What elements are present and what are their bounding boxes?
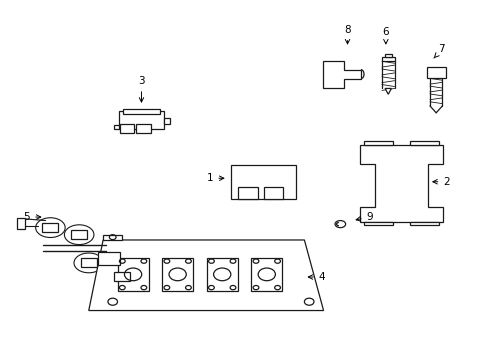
Polygon shape: [322, 60, 360, 88]
Bar: [17, 218, 25, 229]
Bar: [136, 124, 150, 133]
Bar: [206, 258, 237, 291]
Bar: [381, 57, 394, 61]
Bar: [81, 258, 97, 267]
Text: 3: 3: [138, 76, 144, 102]
Polygon shape: [385, 89, 390, 94]
Bar: [231, 165, 295, 199]
Text: 5: 5: [23, 212, 41, 222]
Bar: [119, 111, 163, 129]
Bar: [117, 258, 148, 291]
Bar: [162, 258, 193, 291]
Bar: [71, 230, 87, 239]
Polygon shape: [359, 145, 443, 222]
Polygon shape: [89, 240, 323, 311]
Bar: [409, 141, 438, 145]
Bar: [123, 109, 159, 114]
Text: 7: 7: [433, 45, 444, 58]
Text: 9: 9: [355, 212, 372, 222]
Text: 4: 4: [307, 272, 325, 282]
Bar: [409, 222, 438, 225]
Text: 1: 1: [206, 173, 224, 183]
Bar: [42, 223, 59, 231]
Bar: [114, 272, 130, 281]
Text: 8: 8: [344, 25, 350, 44]
Bar: [251, 258, 282, 291]
Bar: [98, 252, 120, 265]
Bar: [120, 124, 134, 133]
Bar: [363, 141, 392, 145]
Bar: [384, 54, 391, 57]
Bar: [163, 118, 169, 124]
Text: 2: 2: [432, 177, 449, 187]
Bar: [263, 187, 283, 199]
Bar: [238, 187, 257, 199]
Bar: [103, 235, 122, 240]
Bar: [114, 125, 119, 129]
Bar: [363, 222, 392, 225]
Text: 6: 6: [382, 27, 388, 44]
Bar: [426, 67, 445, 78]
